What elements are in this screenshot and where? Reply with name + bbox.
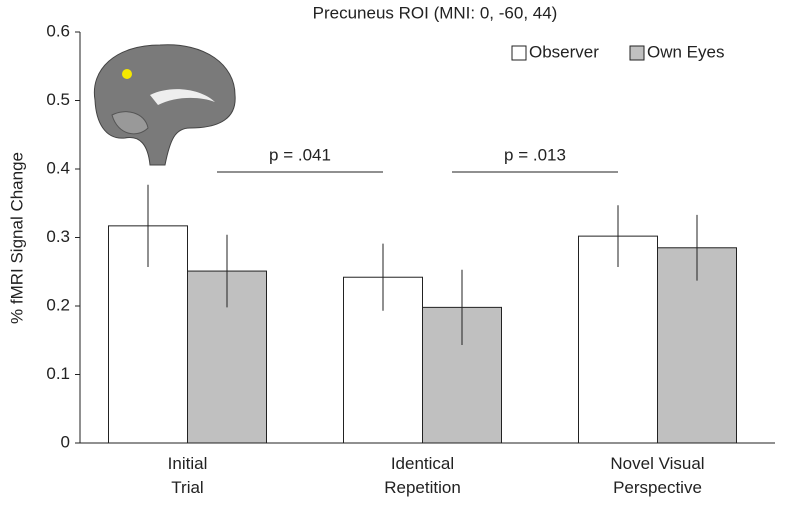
brain-illustration	[93, 44, 236, 166]
y-tick-label: 0.6	[46, 21, 70, 40]
bar	[578, 235, 658, 444]
y-tick-label: 0.1	[46, 364, 70, 383]
y-tick-label: 0	[61, 432, 70, 451]
legend-label: Observer	[529, 42, 599, 61]
y-tick-label: 0.5	[46, 90, 70, 109]
annotation: p = .013	[504, 145, 566, 164]
x-tick-label: Identical Repetition	[384, 454, 461, 497]
chart-title: Precuneus ROI (MNI: 0, -60, 44)	[313, 3, 558, 22]
legend-label: Own Eyes	[647, 42, 724, 61]
y-axis-label: % fMRI Signal Change	[7, 152, 26, 324]
y-tick-label: 0.2	[46, 295, 70, 314]
y-tick-label: 0.4	[46, 158, 70, 177]
x-tick-label: Novel Visual Perspective	[610, 454, 704, 497]
annotation: p = .041	[269, 145, 331, 164]
legend-swatch	[511, 45, 527, 61]
y-tick-label: 0.3	[46, 227, 70, 246]
legend-swatch	[629, 45, 645, 61]
x-tick-label: Initial Trial	[168, 454, 208, 497]
